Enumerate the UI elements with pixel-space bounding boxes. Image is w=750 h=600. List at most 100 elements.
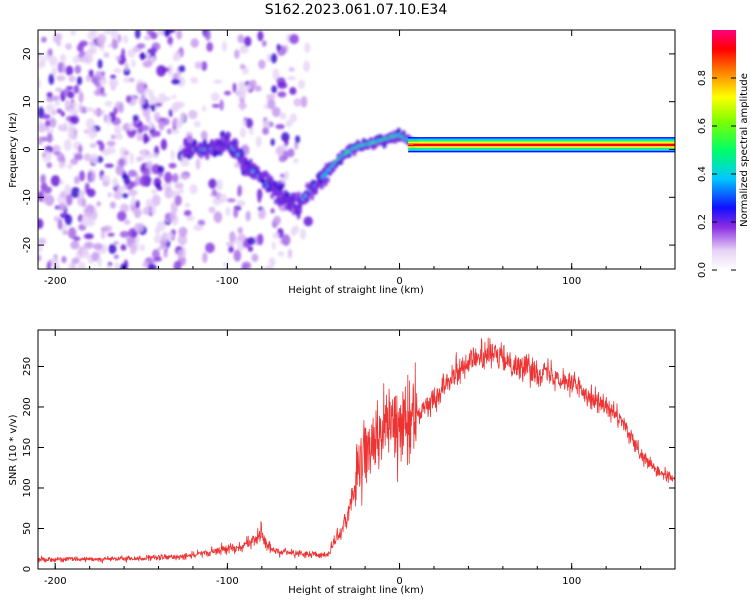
spectrogram-cell xyxy=(57,61,63,73)
spectrogram-cell xyxy=(201,61,208,71)
spectrogram-cell xyxy=(277,81,288,89)
spectrogram-cell xyxy=(287,148,295,158)
spectrogram-cell xyxy=(115,164,125,176)
spectrogram-cell xyxy=(174,182,184,189)
spectrogram-cell xyxy=(107,192,112,198)
spectrogram-cell xyxy=(67,91,75,99)
spectrogram-cell xyxy=(83,233,94,240)
spectrogram-cell xyxy=(276,43,281,51)
spec-xtick-label: 100 xyxy=(562,276,581,287)
spectrogram-cell xyxy=(119,263,128,269)
spectrogram-cell xyxy=(77,261,86,269)
spectrogram-cell xyxy=(213,79,223,84)
spectrogram-cell xyxy=(193,120,201,128)
spectrogram-cell xyxy=(60,111,65,117)
spectrogram-cell xyxy=(179,111,186,123)
snr-plot-area xyxy=(38,337,675,564)
spectrogram-cell xyxy=(131,59,136,68)
spectrogram-cell xyxy=(133,208,142,217)
spectrogram-cell xyxy=(46,132,53,143)
spectrogram-cell xyxy=(153,111,161,122)
spectrogram-cell xyxy=(245,118,254,129)
spectrogram-cell xyxy=(67,227,77,239)
spectrogram-cell xyxy=(45,103,55,114)
spectrogram-cell xyxy=(118,103,124,114)
spectrogram-cell xyxy=(91,76,98,84)
spectrogram-cell xyxy=(38,254,42,262)
spectrogram-cell xyxy=(278,155,287,163)
spec-xtick-label: -100 xyxy=(216,276,239,287)
spectrogram-cell xyxy=(183,137,188,144)
spectrogram-cell xyxy=(146,160,153,170)
spectrogram-cell xyxy=(277,251,285,257)
spectrogram-cell xyxy=(78,91,84,104)
spectrogram-cell xyxy=(142,133,149,144)
spectrogram-cell xyxy=(65,43,73,50)
spectrogram-cell xyxy=(237,233,247,242)
spectrogram-cell xyxy=(319,183,324,190)
spectrogram-cell xyxy=(41,152,47,158)
spectrogram-cell xyxy=(287,76,296,81)
spectrogram-cell xyxy=(155,102,163,107)
spectrogram-cell xyxy=(72,55,80,64)
spectrogram-cell xyxy=(38,218,44,230)
snr-ylabel: SNR (10 * v/v) xyxy=(8,414,19,485)
colorbar-tick-label: 0.6 xyxy=(697,118,708,134)
spectrogram-cell xyxy=(202,252,208,264)
band-core xyxy=(413,144,675,146)
spectrogram-cell xyxy=(228,245,234,253)
spectrogram-cell xyxy=(110,74,117,80)
spectrogram-ylabel: Frequency (Hz) xyxy=(8,112,19,188)
spectrogram-cell xyxy=(145,114,151,123)
spectrogram-cell xyxy=(164,186,173,199)
spectrogram-cell xyxy=(130,243,137,255)
spectrogram-cell xyxy=(296,191,302,198)
spectrogram-cell xyxy=(156,186,163,191)
spectrogram-cell xyxy=(117,34,122,43)
colorbar-tick-label: 0.8 xyxy=(697,70,708,86)
spectrogram-cell xyxy=(179,173,190,180)
spectrogram-cell xyxy=(51,66,57,77)
spectrogram-cell xyxy=(121,48,126,59)
spec-ytick-label: 10 xyxy=(22,95,33,108)
spectrogram-cell xyxy=(109,30,118,38)
snr-ytick-label: 100 xyxy=(22,478,33,497)
spectrogram-cell xyxy=(73,84,80,94)
spectrogram-cell xyxy=(167,64,174,77)
snr-ytick-label: 0 xyxy=(22,566,33,572)
spectrogram-cell xyxy=(113,254,120,260)
spectrogram-cell xyxy=(239,44,249,54)
snr-series-line xyxy=(38,337,675,564)
spectrogram-cell xyxy=(56,40,62,47)
colorbar-tick-label: 0.0 xyxy=(697,262,708,278)
spectrogram-cell xyxy=(208,178,217,189)
spectrogram-cell xyxy=(195,158,201,170)
spectrogram-cell xyxy=(108,78,119,88)
spectrogram-cell xyxy=(158,30,165,34)
snr-xtick-label: -100 xyxy=(216,576,239,587)
spectrogram-cell xyxy=(90,153,99,164)
spectrogram-cell xyxy=(183,210,192,217)
spectrogram-cell xyxy=(65,99,70,112)
spectrogram-cell xyxy=(303,216,313,227)
spec-ytick-label: -10 xyxy=(22,189,33,205)
colorbar-ticks: 0.0 0.2 0.4 0.6 0.8 xyxy=(697,70,736,278)
spectrogram-cell xyxy=(206,42,214,52)
spectrogram-cell xyxy=(151,153,159,158)
band-strip xyxy=(408,138,675,141)
spectrogram-cell xyxy=(79,170,85,182)
spectrogram-cell xyxy=(71,102,78,108)
spectrogram-cell xyxy=(225,206,231,216)
spectrogram-cell xyxy=(56,152,65,163)
spectrogram-cell xyxy=(102,180,110,187)
spectrogram-cell xyxy=(142,206,151,216)
spectrogram-cell xyxy=(95,70,103,77)
spectrogram-cell xyxy=(211,189,217,197)
spectrogram-cell xyxy=(239,88,247,100)
spectrogram-cell xyxy=(266,93,276,100)
spectrogram-cell xyxy=(268,257,276,267)
spectrogram-cell xyxy=(103,52,110,58)
spectrogram-cell xyxy=(150,46,157,54)
spectrogram-cell xyxy=(208,206,216,214)
spectrogram-cell xyxy=(160,138,168,151)
